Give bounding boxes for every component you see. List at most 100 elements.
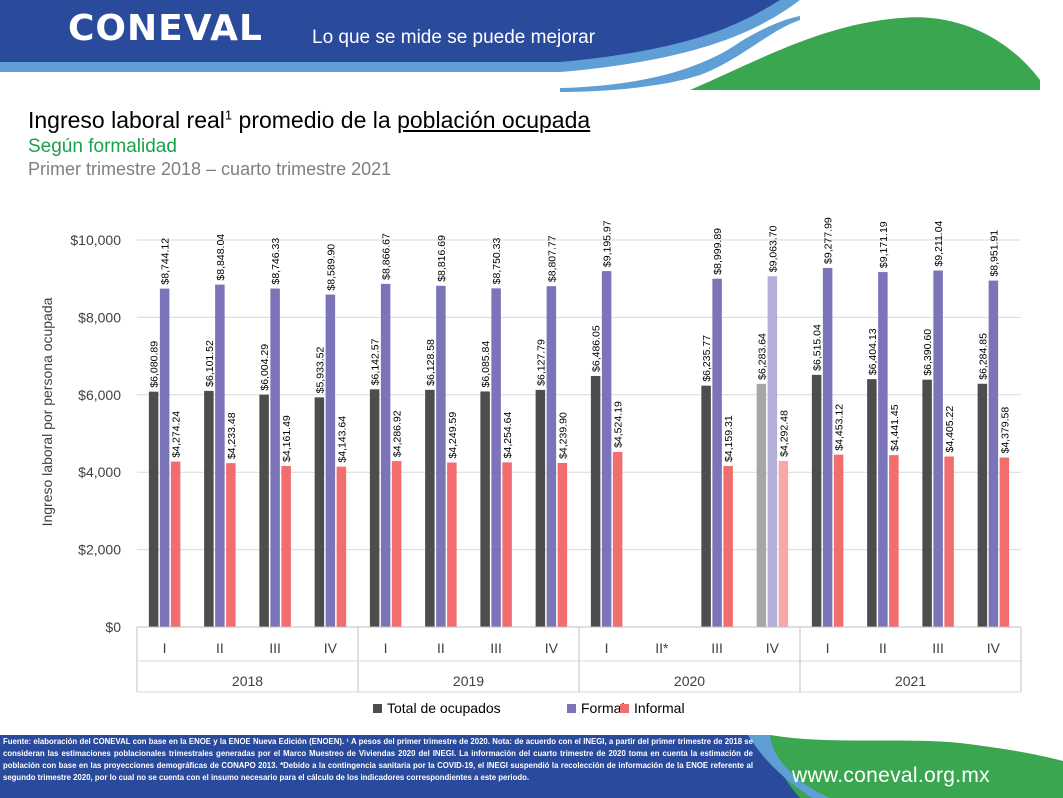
y-axis-label: Ingreso laboral por persona ocupada [39, 297, 55, 526]
bar [756, 383, 767, 627]
data-label: $9,063.70 [767, 225, 779, 272]
data-label: $6,127.79 [535, 339, 547, 386]
bar [999, 457, 1010, 627]
legend-label: Total de ocupados [387, 700, 501, 716]
x-tick-label: IV [987, 640, 1001, 656]
y-tick-label: $6,000 [78, 387, 121, 403]
data-label: $4,405.22 [944, 406, 956, 453]
data-label: $6,404.13 [867, 328, 879, 375]
data-label: $8,589.90 [325, 244, 337, 291]
data-label: $6,284.85 [977, 333, 989, 380]
bar [314, 397, 325, 627]
bar [988, 280, 999, 627]
bar [325, 294, 336, 627]
bar [778, 460, 789, 627]
data-label: $4,161.49 [281, 415, 293, 462]
data-label: $4,441.45 [889, 404, 901, 451]
data-label: $6,486.05 [591, 325, 603, 372]
x-tick-label: I [384, 640, 388, 656]
bar [535, 389, 546, 627]
coneval-logo[interactable]: CONEVAL [68, 8, 263, 49]
data-label: $6,101.52 [204, 340, 216, 387]
data-label: $4,524.19 [613, 401, 625, 448]
title-prefix: Ingreso laboral real [28, 107, 225, 133]
data-label: $8,816.69 [436, 235, 448, 282]
y-tick-label: $0 [105, 619, 121, 635]
legend-swatch [567, 704, 576, 713]
bar-chart: $0 $2,000 $4,000 $6,000 $8,000 $10,000 Ingreso… [39, 217, 1022, 716]
bar [502, 462, 512, 627]
bar [767, 276, 778, 627]
data-label: $6,235.77 [701, 335, 713, 382]
title-middle: promedio de la [232, 107, 398, 133]
bar [590, 375, 601, 627]
data-label: $5,933.52 [314, 347, 326, 394]
bar [380, 283, 391, 627]
legend-swatch [620, 704, 629, 713]
data-label: $4,274.24 [171, 411, 183, 458]
x-tick-label: IV [545, 640, 559, 656]
bar [336, 466, 347, 627]
x-group-label: 2018 [232, 673, 263, 689]
tagline: Lo que se mide se puede mejorar [312, 27, 596, 48]
bar [867, 379, 877, 627]
data-label: $8,746.33 [270, 238, 282, 285]
data-label: $6,128.58 [425, 339, 437, 386]
chart-title: Ingreso laboral real1 promedio de la pob… [28, 107, 590, 134]
x-tick-label: IV [324, 640, 338, 656]
legend-swatch [373, 704, 382, 713]
bar [712, 278, 722, 627]
y-tick-label: $2,000 [78, 542, 121, 558]
x-tick-label: I [826, 640, 830, 656]
bar [215, 284, 225, 627]
x-tick-label: IV [766, 640, 780, 656]
data-label: $6,515.04 [812, 324, 824, 371]
bar [977, 383, 988, 627]
data-label: $4,249.59 [447, 412, 459, 459]
data-label: $8,951.91 [988, 230, 1000, 277]
bar [159, 288, 170, 627]
bar [557, 462, 568, 627]
bar [491, 288, 501, 627]
x-group-label: 2020 [674, 673, 705, 689]
bar [148, 391, 159, 627]
bar [822, 267, 833, 627]
data-label: $8,848.04 [215, 234, 227, 281]
bar [723, 466, 733, 627]
x-tick-label: III [490, 640, 502, 656]
data-label: $9,195.97 [602, 220, 614, 267]
data-label: $4,239.90 [557, 412, 569, 459]
bar [281, 465, 291, 627]
data-label: $6,390.60 [922, 329, 934, 376]
bar [270, 288, 280, 627]
data-label: $6,142.57 [370, 338, 382, 385]
bar [204, 390, 214, 627]
data-label: $8,750.33 [491, 237, 503, 284]
website-link[interactable]: www.coneval.org.mx [792, 764, 990, 787]
x-tick-label: III [269, 640, 281, 656]
source-footnote: Fuente: elaboración del CONEVAL con base… [3, 737, 753, 782]
x-tick-label: II [216, 640, 224, 656]
data-label: $4,453.12 [834, 404, 846, 451]
header-banner: CONEVAL Lo que se mide se puede mejorar [0, 0, 1063, 95]
data-label: $6,080.89 [149, 341, 161, 388]
bar [425, 389, 435, 627]
x-tick-label: III [711, 640, 723, 656]
x-tick-label: II [879, 640, 887, 656]
data-label: $8,866.67 [381, 233, 393, 280]
bar [391, 461, 402, 627]
data-label: $4,143.64 [336, 416, 348, 463]
data-label: $9,277.99 [823, 217, 835, 264]
bar [436, 285, 446, 627]
title-footnote-marker: 1 [224, 107, 233, 123]
bar [878, 272, 888, 627]
chart-subtitle: Según formalidad [28, 136, 177, 157]
data-label: $8,744.12 [160, 238, 172, 285]
title-underlined: población ocupada [397, 107, 591, 133]
data-label: $4,233.48 [226, 412, 238, 459]
x-tick-label: II [437, 640, 445, 656]
bar [170, 461, 181, 627]
x-tick-label: III [932, 640, 944, 656]
footer-background [0, 735, 1063, 798]
bar [701, 385, 711, 627]
